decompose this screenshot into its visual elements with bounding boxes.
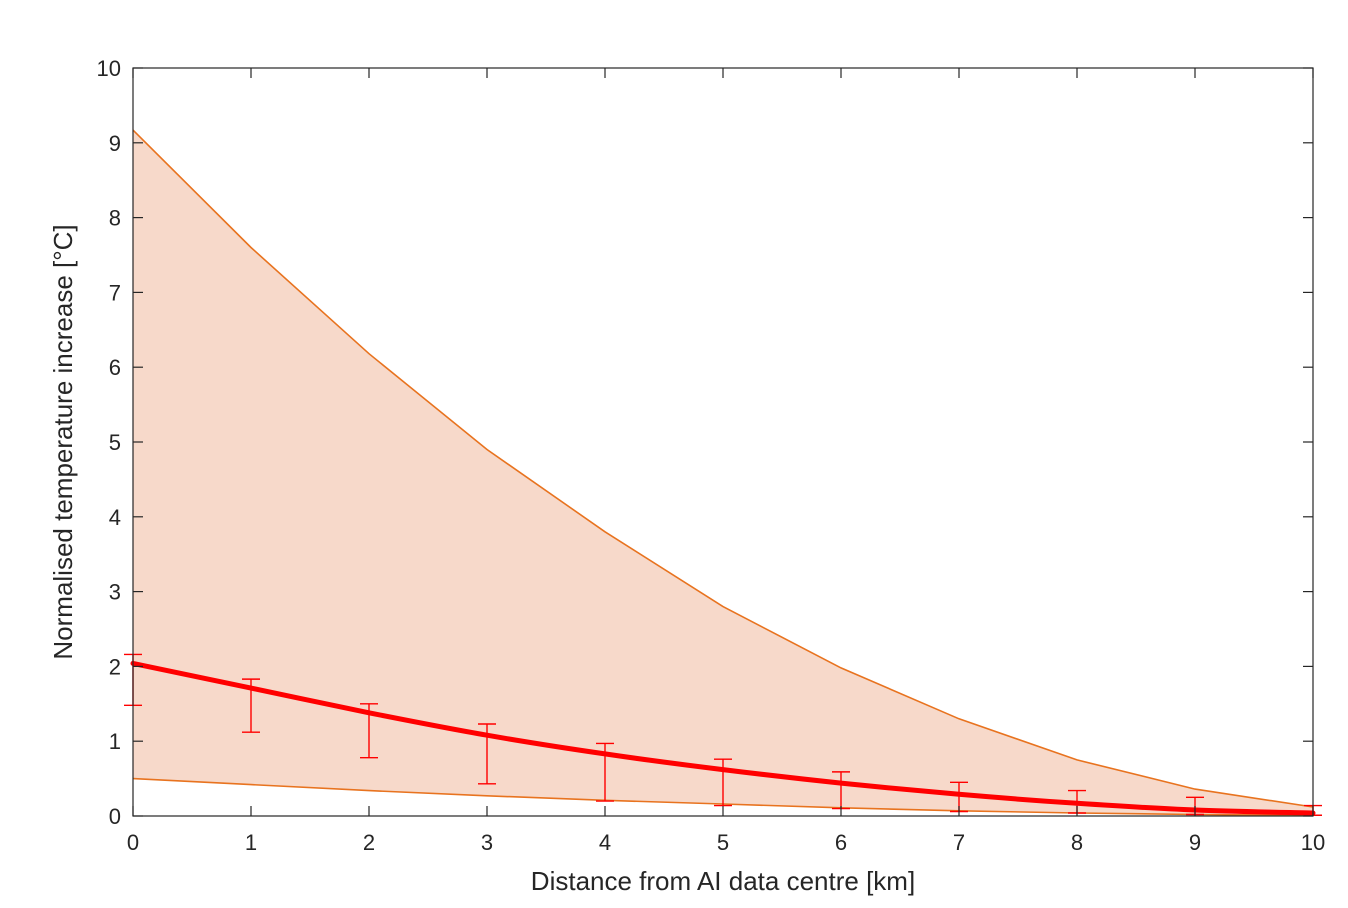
x-tick-label: 7: [953, 830, 965, 855]
band-area: [133, 130, 1313, 816]
band-upper-edge: [132, 129, 1314, 808]
x-tick-label: 8: [1071, 830, 1083, 855]
y-tick-label: 3: [109, 580, 121, 605]
y-tick-label: 5: [109, 430, 121, 455]
y-tick-label: 9: [109, 131, 121, 156]
y-tick-label: 4: [109, 505, 121, 530]
mean-line: [130, 660, 1316, 816]
x-tick-label: 9: [1189, 830, 1201, 855]
x-tick-label: 5: [717, 830, 729, 855]
y-tick-label: 10: [97, 56, 121, 81]
y-tick-label: 0: [109, 804, 121, 829]
x-tick-label: 2: [363, 830, 375, 855]
y-tick-label: 2: [109, 654, 121, 679]
x-axis-label: Distance from AI data centre [km]: [531, 866, 915, 896]
x-tick-label: 10: [1301, 830, 1325, 855]
y-tick-label: 1: [109, 729, 121, 754]
axis-ticks: 0 1 2 3 4 5 6 7 8 9 10 0 1 2 3 4 5 6 7 8 9 10: [97, 56, 1326, 855]
x-tick-label: 4: [599, 830, 611, 855]
x-tick-label: 1: [245, 830, 257, 855]
series-line: [130, 660, 1316, 816]
error-bar: [714, 758, 732, 807]
x-tick-label: 6: [835, 830, 847, 855]
x-tick-label: 3: [481, 830, 493, 855]
y-tick-label: 6: [109, 355, 121, 380]
y-tick-label: 8: [109, 206, 121, 231]
y-tick-label: 7: [109, 280, 121, 305]
x-tick-label: 0: [127, 830, 139, 855]
y-axis-label: Normalised temperature increase [°C]: [48, 224, 78, 659]
